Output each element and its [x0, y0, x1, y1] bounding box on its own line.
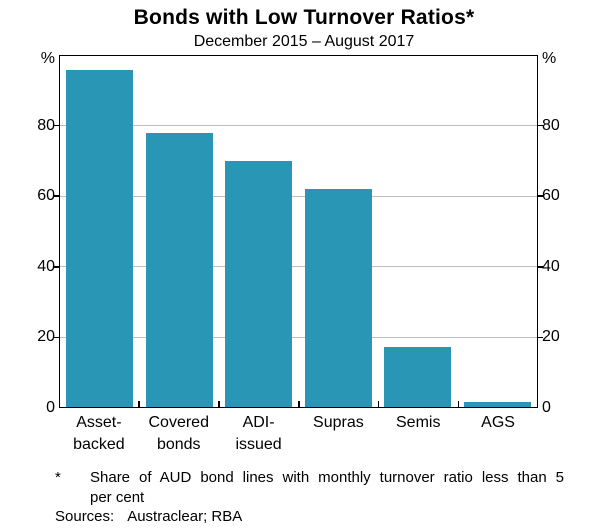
y-axis-label-right-20: 20	[542, 328, 560, 346]
y-axis-tick-right	[538, 336, 543, 339]
x-axis-tick	[298, 401, 300, 407]
y-axis-tick-left	[54, 336, 59, 339]
y-axis-label-left-60: 60	[37, 187, 55, 205]
bar-column-ags	[458, 56, 538, 407]
footnote: * Share of AUD bond lines with monthly t…	[55, 468, 564, 507]
bar-column-adi-issued	[219, 56, 299, 407]
y-axis-label-left-0: 0	[46, 399, 55, 416]
x-axis-tick	[457, 401, 460, 407]
footnote-line-1: Share of AUD bond lines with monthly tur…	[90, 469, 564, 486]
x-axis-label-semis: Semis	[396, 414, 441, 431]
x-axis-tick	[377, 401, 380, 407]
bar-adi-issued	[225, 161, 293, 407]
footnote-marker: *	[55, 469, 61, 486]
bar-supras	[304, 189, 372, 407]
bar-ags	[463, 401, 531, 407]
bar-column-asset-backed	[60, 56, 140, 407]
x-axis-label-adi-issued: ADI- issued	[235, 414, 282, 453]
y-axis-tick-left	[54, 266, 59, 268]
chart-subtitle: December 2015 – August 2017	[193, 33, 415, 50]
y-axis-tick-right	[538, 195, 543, 197]
chart-title: Bonds with Low Turnover Ratios*	[133, 6, 475, 29]
x-axis-label-covered-bonds: Covered bonds	[148, 414, 209, 453]
y-axis-label-left-20: 20	[37, 328, 55, 346]
y-axis-label-right-80: 80	[542, 116, 560, 134]
gridline-60	[60, 195, 537, 197]
plot-area	[59, 55, 538, 408]
x-axis-labels: Asset- backed Covered bonds ADI- issued Sup…	[59, 412, 538, 456]
footnote-text: Share of AUD bond lines with monthly tur…	[90, 468, 564, 507]
bar-covered-bonds	[145, 133, 213, 407]
footnote-line-2: per cent	[90, 488, 145, 506]
x-axis-tick	[218, 401, 220, 407]
y-axis-label-right-0: 0	[542, 399, 551, 416]
sources-label: Sources:	[55, 508, 115, 525]
y-axis-label-right-60: 60	[542, 187, 560, 205]
y-axis-label-left-unit: %	[40, 50, 55, 67]
gridline-20	[60, 336, 537, 338]
y-axis-label-left-40: 40	[37, 257, 55, 275]
x-axis-label-asset-backed: Asset- backed	[73, 414, 125, 453]
bar-column-semis	[378, 56, 458, 407]
y-axis-tick-left	[54, 124, 59, 127]
x-axis-label-ags: AGS	[481, 414, 515, 431]
y-axis-tick-right	[538, 266, 543, 268]
y-axis-label-right-40: 40	[542, 257, 560, 275]
y-axis-tick-right	[538, 124, 543, 127]
bar-column-supras	[299, 56, 379, 407]
bar-asset-backed	[66, 70, 134, 407]
x-axis-tick	[138, 401, 140, 407]
gridline-40	[60, 266, 537, 268]
bar-semis	[384, 347, 452, 407]
sources-line: Sources: Austraclear; RBA	[55, 508, 242, 525]
bar-column-covered-bonds	[140, 56, 220, 407]
sources-value: Austraclear; RBA	[127, 508, 243, 525]
x-axis-label-supras: Supras	[313, 414, 364, 431]
y-axis-label-right-unit: %	[542, 50, 557, 67]
y-axis-label-left-80: 80	[37, 116, 55, 134]
bars-group	[60, 56, 537, 407]
y-axis-tick-left	[54, 195, 59, 197]
gridline-80	[60, 125, 537, 127]
